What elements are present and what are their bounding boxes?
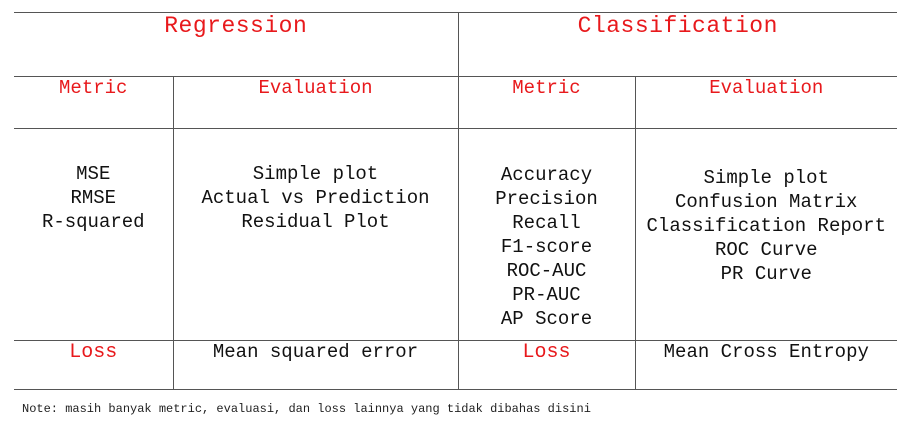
regression-evaluations-cell: Simple plot Actual vs Prediction Residua… (172, 128, 458, 341)
regression-evaluation-header-cell: Evaluation (172, 76, 458, 129)
classification-metric-header: Metric (512, 77, 581, 99)
regression-title: Regression (164, 13, 308, 39)
classification-loss-value-cell: Mean Cross Entropy (634, 340, 898, 390)
list-item: ROC Curve (714, 239, 818, 261)
regression-loss-label-cell: Loss (14, 340, 173, 390)
list-item: Residual Plot (241, 211, 390, 233)
list-item: PR Curve (720, 263, 812, 285)
regression-loss-value: Mean squared error (212, 341, 419, 363)
list-item: MSE (76, 163, 111, 185)
regression-loss-value-cell: Mean squared error (172, 340, 458, 390)
classification-metric-header-cell: Metric (457, 76, 635, 129)
list-item: AP Score (500, 308, 593, 330)
list-item: Simple plot (252, 163, 379, 185)
list-item: PR-AUC (512, 284, 581, 306)
classification-metrics-cell: Accuracy Precision Recall F1-score ROC-A… (457, 128, 635, 341)
list-item: Confusion Matrix (675, 191, 858, 213)
list-item: Actual vs Prediction (201, 187, 430, 209)
classification-loss-label: Loss (522, 341, 571, 364)
classification-evaluations-cell: Simple plot Confusion Matrix Classificat… (634, 128, 898, 341)
list-item: F1-score (500, 236, 593, 258)
list-item: R-squared (41, 211, 145, 233)
classification-loss-value: Mean Cross Entropy (663, 341, 869, 363)
list-item: ROC-AUC (506, 260, 587, 282)
classification-loss-label-cell: Loss (457, 340, 635, 390)
regression-metrics-cell: MSE RMSE R-squared (14, 128, 173, 341)
regression-metrics-list: MSE RMSE R-squared (14, 129, 173, 234)
list-item: RMSE (70, 187, 117, 209)
list-item: Recall (512, 212, 581, 234)
metrics-table: Regression Classification Metric Evaluat… (14, 12, 898, 390)
classification-header-cell: Classification (457, 12, 898, 77)
classification-evaluations-list: Simple plot Confusion Matrix Classificat… (636, 129, 898, 286)
regression-metric-header: Metric (59, 77, 128, 99)
regression-metric-header-cell: Metric (14, 76, 173, 129)
regression-header-cell: Regression (14, 12, 458, 77)
regression-evaluations-list: Simple plot Actual vs Prediction Residua… (174, 129, 458, 234)
regression-loss-label: Loss (69, 341, 118, 364)
classification-evaluation-header-cell: Evaluation (634, 76, 898, 129)
list-item: Precision (495, 188, 598, 210)
footnote: Note: masih banyak metric, evaluasi, dan… (22, 402, 591, 416)
classification-title: Classification (577, 13, 778, 39)
classification-evaluation-header: Evaluation (709, 77, 824, 99)
list-item: Simple plot (703, 167, 829, 189)
list-item: Accuracy (500, 164, 593, 186)
list-item: Classification Report (646, 215, 886, 237)
classification-metrics-list: Accuracy Precision Recall F1-score ROC-A… (459, 129, 635, 331)
regression-evaluation-header: Evaluation (258, 77, 373, 99)
